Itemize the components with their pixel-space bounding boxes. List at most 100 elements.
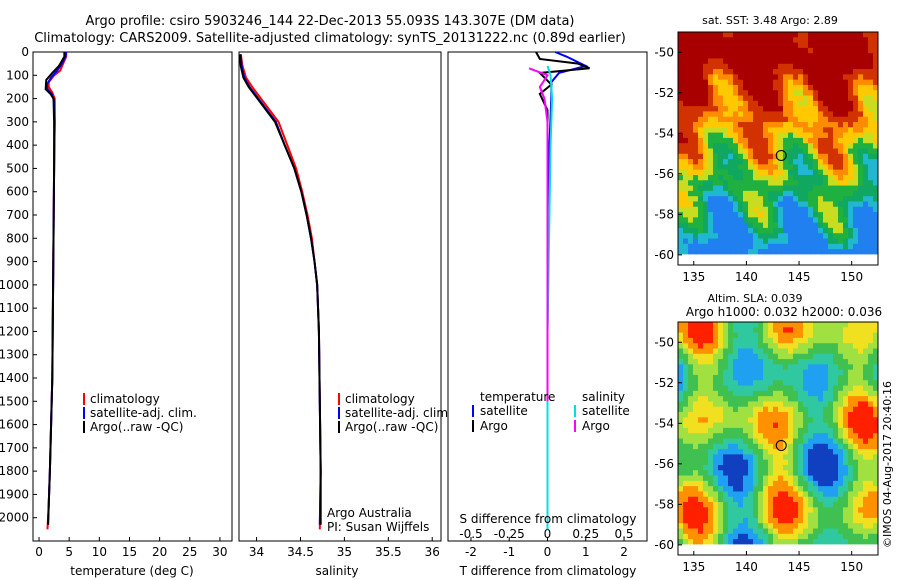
- heatmap-cell: [688, 507, 694, 514]
- heatmap-cell: [868, 517, 874, 524]
- heatmap-cell: [733, 348, 739, 355]
- heatmap-cell: [738, 190, 744, 197]
- heatmap-cell: [753, 53, 759, 59]
- difference-tick-labels: -2 -1 0 1 2: [465, 537, 628, 559]
- heatmap-cell: [748, 180, 754, 186]
- heatmap-cell: [763, 533, 769, 540]
- heatmap-cell: [713, 111, 719, 118]
- heatmap-cell: [868, 69, 874, 75]
- heatmap-cell: [808, 74, 814, 81]
- heatmap-cell: [718, 475, 724, 482]
- heatmap-cell: [843, 47, 849, 54]
- heatmap-cell: [848, 443, 854, 450]
- heatmap-cell: [873, 401, 879, 408]
- heatmap-cell: [823, 549, 829, 556]
- heatmap-cell: [773, 222, 779, 229]
- heatmap-cell: [718, 74, 724, 81]
- heatmap-cell: [803, 74, 809, 81]
- heatmap-cell: [718, 190, 724, 197]
- heatmap-cell: [873, 259, 879, 266]
- heatmap-cell: [848, 95, 854, 102]
- heatmap-cell: [678, 227, 684, 234]
- heatmap-cell: [793, 359, 799, 365]
- heatmap-cell: [698, 180, 704, 186]
- heatmap-cell: [718, 212, 724, 218]
- heatmap-cell: [838, 243, 844, 250]
- heatmap-cell: [793, 544, 799, 551]
- heatmap-cell: [783, 233, 789, 239]
- heatmap-cell: [713, 502, 719, 508]
- heatmap-cell: [798, 422, 804, 429]
- heatmap-cell: [703, 475, 709, 482]
- heatmap-cell: [693, 374, 699, 381]
- heatmap-cell: [698, 417, 704, 424]
- heatmap-cell: [838, 533, 844, 540]
- heatmap-cell: [863, 106, 869, 112]
- heatmap-cell: [783, 544, 789, 551]
- heatmap-cell: [803, 528, 809, 535]
- heatmap-cell: [683, 164, 689, 171]
- heatmap-cell: [733, 332, 739, 339]
- heatmap-cell: [703, 412, 709, 418]
- heatmap-cell: [813, 164, 819, 171]
- heatmap-cell: [778, 153, 784, 160]
- heatmap-cell: [678, 385, 684, 392]
- heatmap-cell: [808, 111, 814, 118]
- heatmap-cell: [698, 137, 704, 144]
- heatmap-cell: [753, 539, 759, 545]
- heatmap-cell: [778, 132, 784, 139]
- heatmap-cell: [713, 396, 719, 402]
- heatmap-cell: [853, 390, 859, 397]
- heatmap-cell: [858, 348, 864, 355]
- heatmap-cell: [853, 322, 859, 328]
- heatmap-cell: [738, 143, 744, 149]
- heatmap-cell: [718, 491, 724, 498]
- heatmap-cell: [848, 243, 854, 250]
- heatmap-cell: [703, 353, 709, 360]
- heatmap-cell: [788, 327, 794, 333]
- heatmap-cell: [793, 217, 799, 224]
- heatmap-cell: [703, 533, 709, 540]
- heatmap-cell: [713, 106, 719, 112]
- heatmap-cell: [823, 427, 829, 434]
- heatmap-cell: [818, 84, 824, 91]
- heatmap-cell: [748, 169, 754, 176]
- heatmap-cell: [768, 143, 774, 149]
- heatmap-cell: [678, 185, 684, 192]
- heatmap-cell: [693, 148, 699, 155]
- heatmap-cell: [788, 37, 794, 43]
- heatmap-cell: [793, 106, 799, 112]
- heatmap-cell: [688, 137, 694, 144]
- heatmap-cell: [698, 486, 704, 492]
- heatmap-cell: [778, 512, 784, 519]
- heatmap-cell: [828, 53, 834, 59]
- heatmap-cell: [838, 254, 844, 261]
- heatmap-cell: [753, 412, 759, 418]
- heatmap-cell: [733, 148, 739, 155]
- heatmap-cell: [793, 348, 799, 355]
- heatmap-cell: [748, 427, 754, 434]
- heatmap-cell: [718, 137, 724, 144]
- heatmap-cell: [773, 259, 779, 266]
- heatmap-cell: [723, 212, 729, 218]
- heatmap-cell: [823, 332, 829, 339]
- heatmap-cell: [708, 42, 714, 49]
- heatmap-cell: [773, 90, 779, 96]
- heatmap-cell: [753, 417, 759, 424]
- heatmap-cell: [798, 127, 804, 134]
- heatmap-cell: [753, 496, 759, 503]
- heatmap-cell: [763, 74, 769, 81]
- heatmap-cell: [818, 322, 824, 328]
- heatmap-cell: [723, 523, 729, 529]
- heatmap-cell: [678, 148, 684, 155]
- heatmap-cell: [818, 132, 824, 139]
- heatmap-cell: [743, 406, 749, 413]
- heatmap-cell: [773, 343, 779, 349]
- heatmap-cell: [858, 180, 864, 186]
- heatmap-cell: [783, 322, 789, 328]
- heatmap-cell: [738, 111, 744, 118]
- heatmap-cell: [803, 359, 809, 365]
- heatmap-cell: [798, 438, 804, 445]
- heatmap-cell: [758, 528, 764, 535]
- heatmap-cell: [723, 190, 729, 197]
